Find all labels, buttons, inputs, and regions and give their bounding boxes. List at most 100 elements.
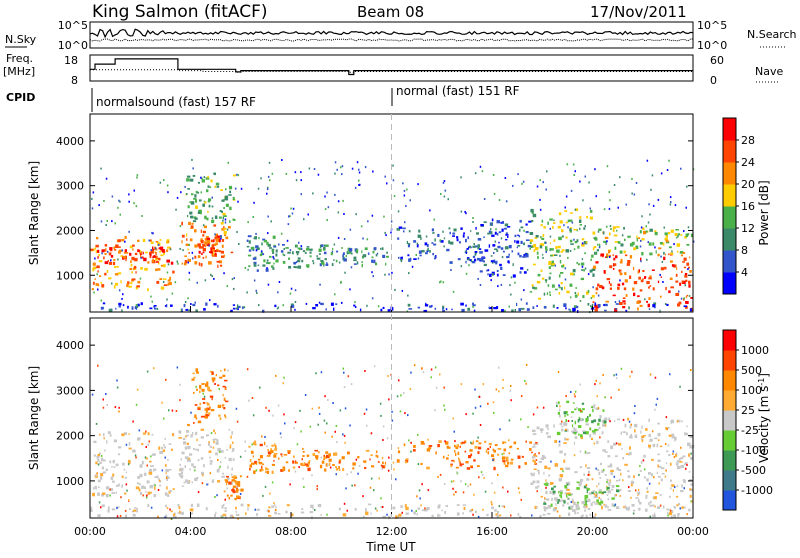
echo-cell: [359, 308, 362, 312]
noise-cell: [337, 200, 340, 203]
echo-cell: [134, 507, 137, 509]
noise-cell: [354, 186, 357, 189]
noise-cell: [267, 175, 270, 178]
echo-cell: [655, 250, 657, 254]
echo-cell: [274, 448, 278, 451]
noise-cell: [360, 225, 363, 228]
noise-cell: [383, 215, 385, 218]
echo-cell: [629, 435, 633, 439]
echo-cell: [639, 230, 642, 234]
echo-cell: [466, 248, 469, 250]
echo-cell: [353, 256, 357, 260]
echo-cell: [400, 258, 403, 261]
echo-cell: [196, 438, 198, 442]
echo-cell: [309, 248, 313, 251]
echo-cell: [484, 249, 489, 252]
echo-cell: [221, 239, 225, 242]
echo-cell: [543, 456, 547, 459]
noise-cell: [236, 486, 238, 488]
noise-cell: [462, 491, 465, 494]
echo-cell: [231, 489, 234, 492]
echo-cell: [195, 417, 198, 420]
noise-cell: [126, 489, 128, 492]
echo-cell: [211, 239, 215, 243]
echo-cell: [566, 411, 568, 414]
echo-cell: [531, 284, 534, 287]
echo-cell: [559, 422, 563, 426]
echo-cell: [570, 226, 572, 230]
noise-cell: [465, 272, 468, 275]
echo-cell: [648, 502, 650, 505]
noise-cell: [498, 199, 501, 201]
echo-cell: [109, 247, 113, 251]
echo-cell: [676, 243, 681, 247]
noise-cell: [478, 476, 480, 479]
noise-cell: [477, 515, 480, 518]
noise-cell: [155, 247, 157, 250]
echo-cell: [545, 482, 548, 486]
echo-cell: [604, 417, 608, 420]
echo-cell: [395, 515, 398, 519]
echo-cell: [229, 514, 234, 518]
echo-cell: [223, 226, 225, 229]
echo-cell: [248, 445, 251, 448]
echo-cell: [626, 432, 628, 436]
echo-cell: [237, 304, 239, 308]
echo-cell: [136, 285, 140, 288]
noise-cell: [294, 308, 296, 311]
freq-label: Freq.: [6, 52, 33, 65]
echo-cell: [187, 258, 189, 261]
echo-cell: [648, 242, 652, 246]
echo-cell: [673, 514, 677, 518]
echo-cell: [688, 508, 691, 512]
echo-cell: [503, 441, 507, 444]
echo-cell: [558, 414, 561, 418]
echo-cell: [463, 232, 465, 235]
noise-cell: [391, 271, 393, 274]
echo-cell: [657, 422, 660, 425]
echo-cell: [668, 253, 670, 256]
noise-cell: [232, 516, 234, 519]
echo-cell: [239, 475, 242, 478]
noise-cell: [148, 440, 150, 443]
echo-cell: [141, 460, 144, 465]
echo-cell: [428, 445, 433, 447]
echo-cell: [559, 450, 563, 454]
noise-cell: [302, 477, 304, 480]
echo-cell: [572, 432, 574, 434]
noise-cell: [233, 287, 235, 290]
echo-cell: [213, 438, 217, 441]
echo-cell: [591, 268, 596, 271]
echo-cell: [681, 280, 684, 284]
echo-cell: [472, 304, 476, 307]
noise-cell: [180, 191, 182, 194]
echo-cell: [211, 244, 215, 248]
noise-cell: [157, 489, 160, 491]
echo-cell: [110, 476, 114, 480]
echo-cell: [426, 466, 430, 470]
echo-cell: [590, 210, 593, 213]
echo-cell: [212, 249, 215, 252]
echo-cell: [309, 251, 312, 254]
echo-cell: [685, 305, 688, 309]
nsky-line: [89, 28, 694, 39]
echo-cell: [187, 258, 191, 262]
noise-cell: [236, 173, 238, 176]
noise-cell: [638, 473, 640, 476]
echo-cell: [543, 502, 547, 505]
echo-cell: [136, 507, 138, 511]
echo-cell: [547, 221, 549, 225]
noise-cell: [278, 457, 280, 460]
echo-cell: [577, 245, 580, 249]
echo-cell: [579, 466, 583, 469]
echo-cell: [552, 490, 556, 494]
echo-cell: [376, 455, 379, 458]
noise-cell: [401, 511, 403, 514]
echo-cell: [565, 221, 568, 224]
echo-cell: [101, 493, 104, 497]
echo-cell: [230, 251, 234, 254]
echo-cell: [591, 294, 595, 298]
noise-cell: [666, 169, 669, 171]
echo-cell: [275, 506, 277, 509]
echo-cell: [228, 496, 231, 500]
